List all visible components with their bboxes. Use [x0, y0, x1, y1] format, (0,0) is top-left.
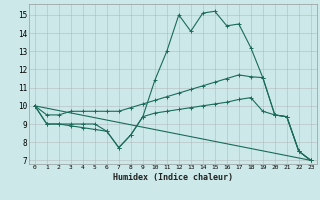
X-axis label: Humidex (Indice chaleur): Humidex (Indice chaleur): [113, 173, 233, 182]
